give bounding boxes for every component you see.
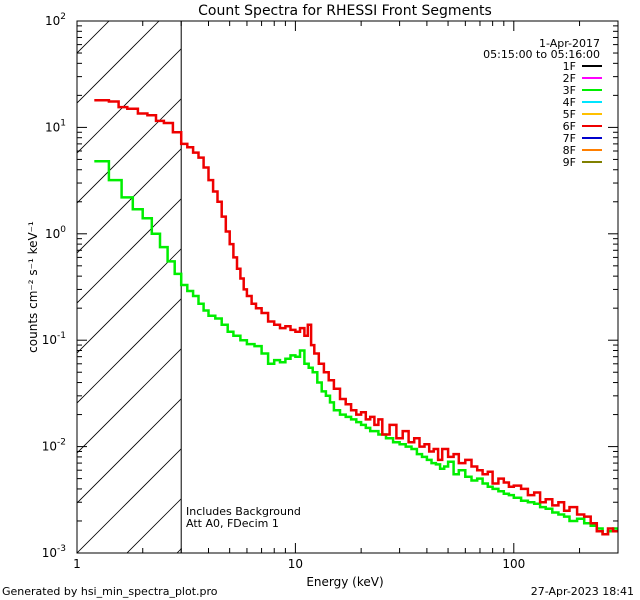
series-line-3f — [94, 160, 618, 536]
x-tick-label: 1 — [73, 557, 81, 571]
generated-by-label: Generated by hsi_min_spectra_plot.pro — [2, 585, 218, 598]
legend-label-6f: 6F — [563, 120, 576, 133]
y-tick-label: 101 — [45, 118, 66, 134]
y-tick-label: 10-3 — [42, 544, 66, 560]
hatch-line — [77, 21, 110, 54]
legend-label-3f: 3F — [563, 84, 576, 97]
footer-timestamp: 27-Apr-2023 18:41 — [531, 585, 634, 598]
x-tick-label: 100 — [502, 557, 525, 571]
legend-label-1f: 1F — [563, 60, 576, 73]
note-attenuator: Att A0, FDecim 1 — [186, 517, 279, 530]
time-range-label: 05:15:00 to 05:16:00 — [483, 48, 600, 61]
legend-label-8f: 8F — [563, 144, 576, 157]
x-tick-label: 10 — [288, 557, 303, 571]
hatch-mask — [181, 21, 618, 553]
legend-label-4f: 4F — [563, 96, 576, 109]
plot-frame — [76, 20, 619, 554]
date-label: 1-Apr-2017 — [539, 37, 600, 50]
hatch-line — [627, 0, 640, 553]
hatch-line — [77, 21, 160, 104]
x-axis-label: Energy (keV) — [306, 575, 383, 589]
y-tick-label: 102 — [45, 12, 66, 28]
hatch-line — [0, 0, 87, 553]
chart-title: Count Spectra for RHESSI Front Segments — [198, 3, 492, 19]
legend-label-9f: 9F — [563, 156, 576, 169]
legend-label-2f: 2F — [563, 72, 576, 85]
legend-label-7f: 7F — [563, 132, 576, 145]
y-tick-label: 100 — [45, 225, 66, 241]
y-tick-label: 10-1 — [42, 331, 66, 347]
attenuation-hatch-region — [0, 0, 640, 553]
note-background: Includes Background — [186, 505, 301, 518]
series-line-6f — [94, 98, 618, 536]
hatch-line — [77, 21, 210, 154]
y-tick-label: 10-2 — [42, 438, 66, 454]
legend-label-5f: 5F — [563, 108, 576, 121]
y-axis-label: counts cm⁻² s⁻¹ keV⁻¹ — [26, 221, 40, 353]
